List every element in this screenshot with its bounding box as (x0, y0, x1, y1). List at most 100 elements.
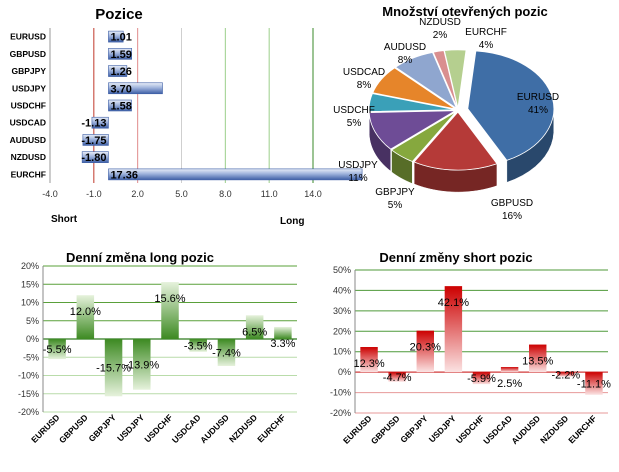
bar-usdjpy (108, 82, 163, 95)
bar-usdcad (91, 116, 109, 129)
category-label-eurusd: EURUSD (10, 32, 46, 42)
pie-label-name-eurchf: EURCHF (465, 27, 507, 38)
open-positions-chart-title: Množství otevřených pozic (382, 4, 547, 19)
value-label-eurusd: 1.01 (110, 32, 131, 44)
pie-slice-usdjpy (368, 110, 457, 150)
data-label-usdcad: -3.5% (184, 340, 213, 352)
data-label-eurusd: 12.3% (353, 358, 384, 370)
pie-label-name-usdjpy: USDJPY (338, 160, 378, 171)
category-label-audusd: AUDUSD (10, 135, 46, 145)
value-label-usdcad: -1.13 (81, 118, 106, 130)
bar-usdcad (189, 339, 207, 352)
value-label-nzdusd: -1.80 (81, 152, 106, 164)
pie-slice-eurusd (467, 50, 555, 161)
bar-eurchf (108, 168, 363, 181)
bar-audusd (217, 339, 236, 367)
data-label-eurchf: 3.3% (270, 338, 295, 350)
bar-eurusd (108, 30, 124, 43)
category-label-gbpusd: GBPUSD (369, 413, 402, 446)
short-label: Short (51, 214, 78, 225)
bar-gbpusd (388, 372, 406, 382)
data-label-eurchf: -11.1% (577, 378, 611, 390)
y-tick-label-5-: 5% (26, 316, 39, 326)
bar-eurusd (48, 339, 66, 360)
pie-label-value-nzdusd: 2% (433, 30, 448, 41)
bar-audusd (529, 344, 547, 373)
y-tick-label-0-: 0% (26, 334, 39, 344)
data-label-gbpjpy: 20.3% (410, 342, 441, 354)
bar-usdjpy (444, 286, 463, 373)
pie-slice-usdcad (372, 67, 456, 110)
bar-gbpjpy (108, 65, 128, 77)
category-label-usdjpy: USDJPY (115, 412, 146, 443)
x-tick-label-8-0: 8.0 (219, 189, 232, 199)
short-change-chart: 50% 40% 30% 20% 10% 0% -10% -20% 12.3% EURUSD -4.7… (330, 265, 611, 446)
category-label-usdcad: USDCAD (10, 118, 46, 128)
data-label-nzdusd: 6.5% (242, 326, 267, 338)
bar-nzdusd (557, 372, 575, 377)
x-tick-label-14-0: 14.0 (304, 189, 322, 199)
category-label-gbpusd: GBPUSD (57, 412, 90, 445)
bar-nzdusd (245, 315, 264, 339)
x-tick-label-11-0: 11.0 (261, 189, 278, 199)
bar-gbpusd (76, 295, 95, 339)
y-tick-label--20-: -20% (330, 408, 351, 418)
bar-usdchf (472, 372, 491, 385)
pie-label-name-gbpjpy: GBPJPY (375, 187, 415, 198)
y-tick-label--20-: -20% (18, 407, 39, 417)
long-change-chart: 20% 15% 10% 5% 0% -5% -10% -15% -20% -5.5% EURUSD 1… (18, 261, 297, 445)
value-label-gbpjpy: 1.26 (110, 66, 131, 78)
long-label: Long (280, 216, 304, 227)
value-label-usdjpy: 3.70 (110, 83, 131, 95)
category-label-usdchf: USDCHF (142, 412, 174, 444)
category-label-gbpusd: GBPUSD (10, 49, 46, 59)
pie-slice-eurchf (443, 49, 467, 108)
category-label-gbpjpy: GBPJPY (87, 412, 119, 444)
y-tick-label-15-: 15% (21, 279, 39, 289)
data-label-usdjpy: -13.9% (124, 359, 159, 371)
category-label-audusd: AUDUSD (509, 413, 542, 446)
category-label-eurchf: EURCHF (566, 413, 598, 445)
x-tick-label--4-0: -4.0 (42, 189, 58, 199)
category-label-eurusd: EURUSD (341, 413, 373, 445)
y-tick-label--10-: -10% (330, 388, 351, 398)
y-tick-label-10-: 10% (333, 347, 351, 357)
y-tick-label-20-: 20% (21, 261, 39, 271)
category-label-gbpjpy: GBPJPY (398, 413, 430, 445)
bar-gbpjpy (416, 330, 434, 373)
x-tick-label-5-0: 5.0 (175, 189, 188, 199)
pie-label-value-audusd: 8% (398, 55, 413, 66)
value-label-gbpusd: 1.59 (110, 49, 131, 61)
category-label-usdjpy: USDJPY (12, 83, 46, 93)
data-label-audusd: -7.4% (212, 348, 241, 360)
pie-label-value-gbpjpy: 5% (388, 200, 403, 211)
y-tick-label-0-: 0% (338, 367, 351, 377)
category-label-nzdusd: NZDUSD (227, 412, 259, 444)
pie-label-value-gbpusd: 16% (502, 211, 522, 222)
category-label-usdcad: USDCAD (481, 413, 514, 446)
value-label-audusd: -1.75 (81, 135, 106, 147)
pie-label-value-eurchf: 4% (479, 40, 494, 51)
pie-slice-audusd (394, 52, 458, 110)
positions-chart: -4.0 -1.0 2.0 5.0 8.0 11.0 14.0 EURUSD 1.01 GBPUS… (10, 28, 363, 199)
category-label-usdchf: USDCHF (11, 101, 46, 111)
category-label-usdcad: USDCAD (170, 412, 203, 445)
category-label-usdchf: USDCHF (454, 413, 486, 445)
category-label-nzdusd: NZDUSD (11, 152, 46, 162)
category-label-eurusd: EURUSD (29, 412, 61, 444)
pie-slice-gbpusd (413, 111, 498, 171)
y-tick-label-10-: 10% (21, 298, 39, 308)
pie-label-name-eurusd: EURUSD (517, 92, 559, 103)
data-label-audusd: 13.5% (522, 356, 553, 368)
long-change-chart-title: Denní změna long pozic (66, 250, 214, 265)
data-label-usdchf: 15.6% (154, 293, 185, 305)
value-label-usdchf: 1.58 (110, 101, 131, 113)
pie-slice-gbpjpy (390, 111, 457, 163)
bar-usdchf (108, 99, 132, 112)
y-tick-label--10-: -10% (18, 371, 39, 381)
pie-slice-usdchf (368, 93, 456, 112)
bar-gbpjpy (104, 339, 123, 397)
data-label-usdjpy: 42.1% (438, 297, 469, 309)
x-tick-label--1-0: -1.0 (86, 189, 102, 199)
y-tick-label--5-: -5% (23, 352, 39, 362)
